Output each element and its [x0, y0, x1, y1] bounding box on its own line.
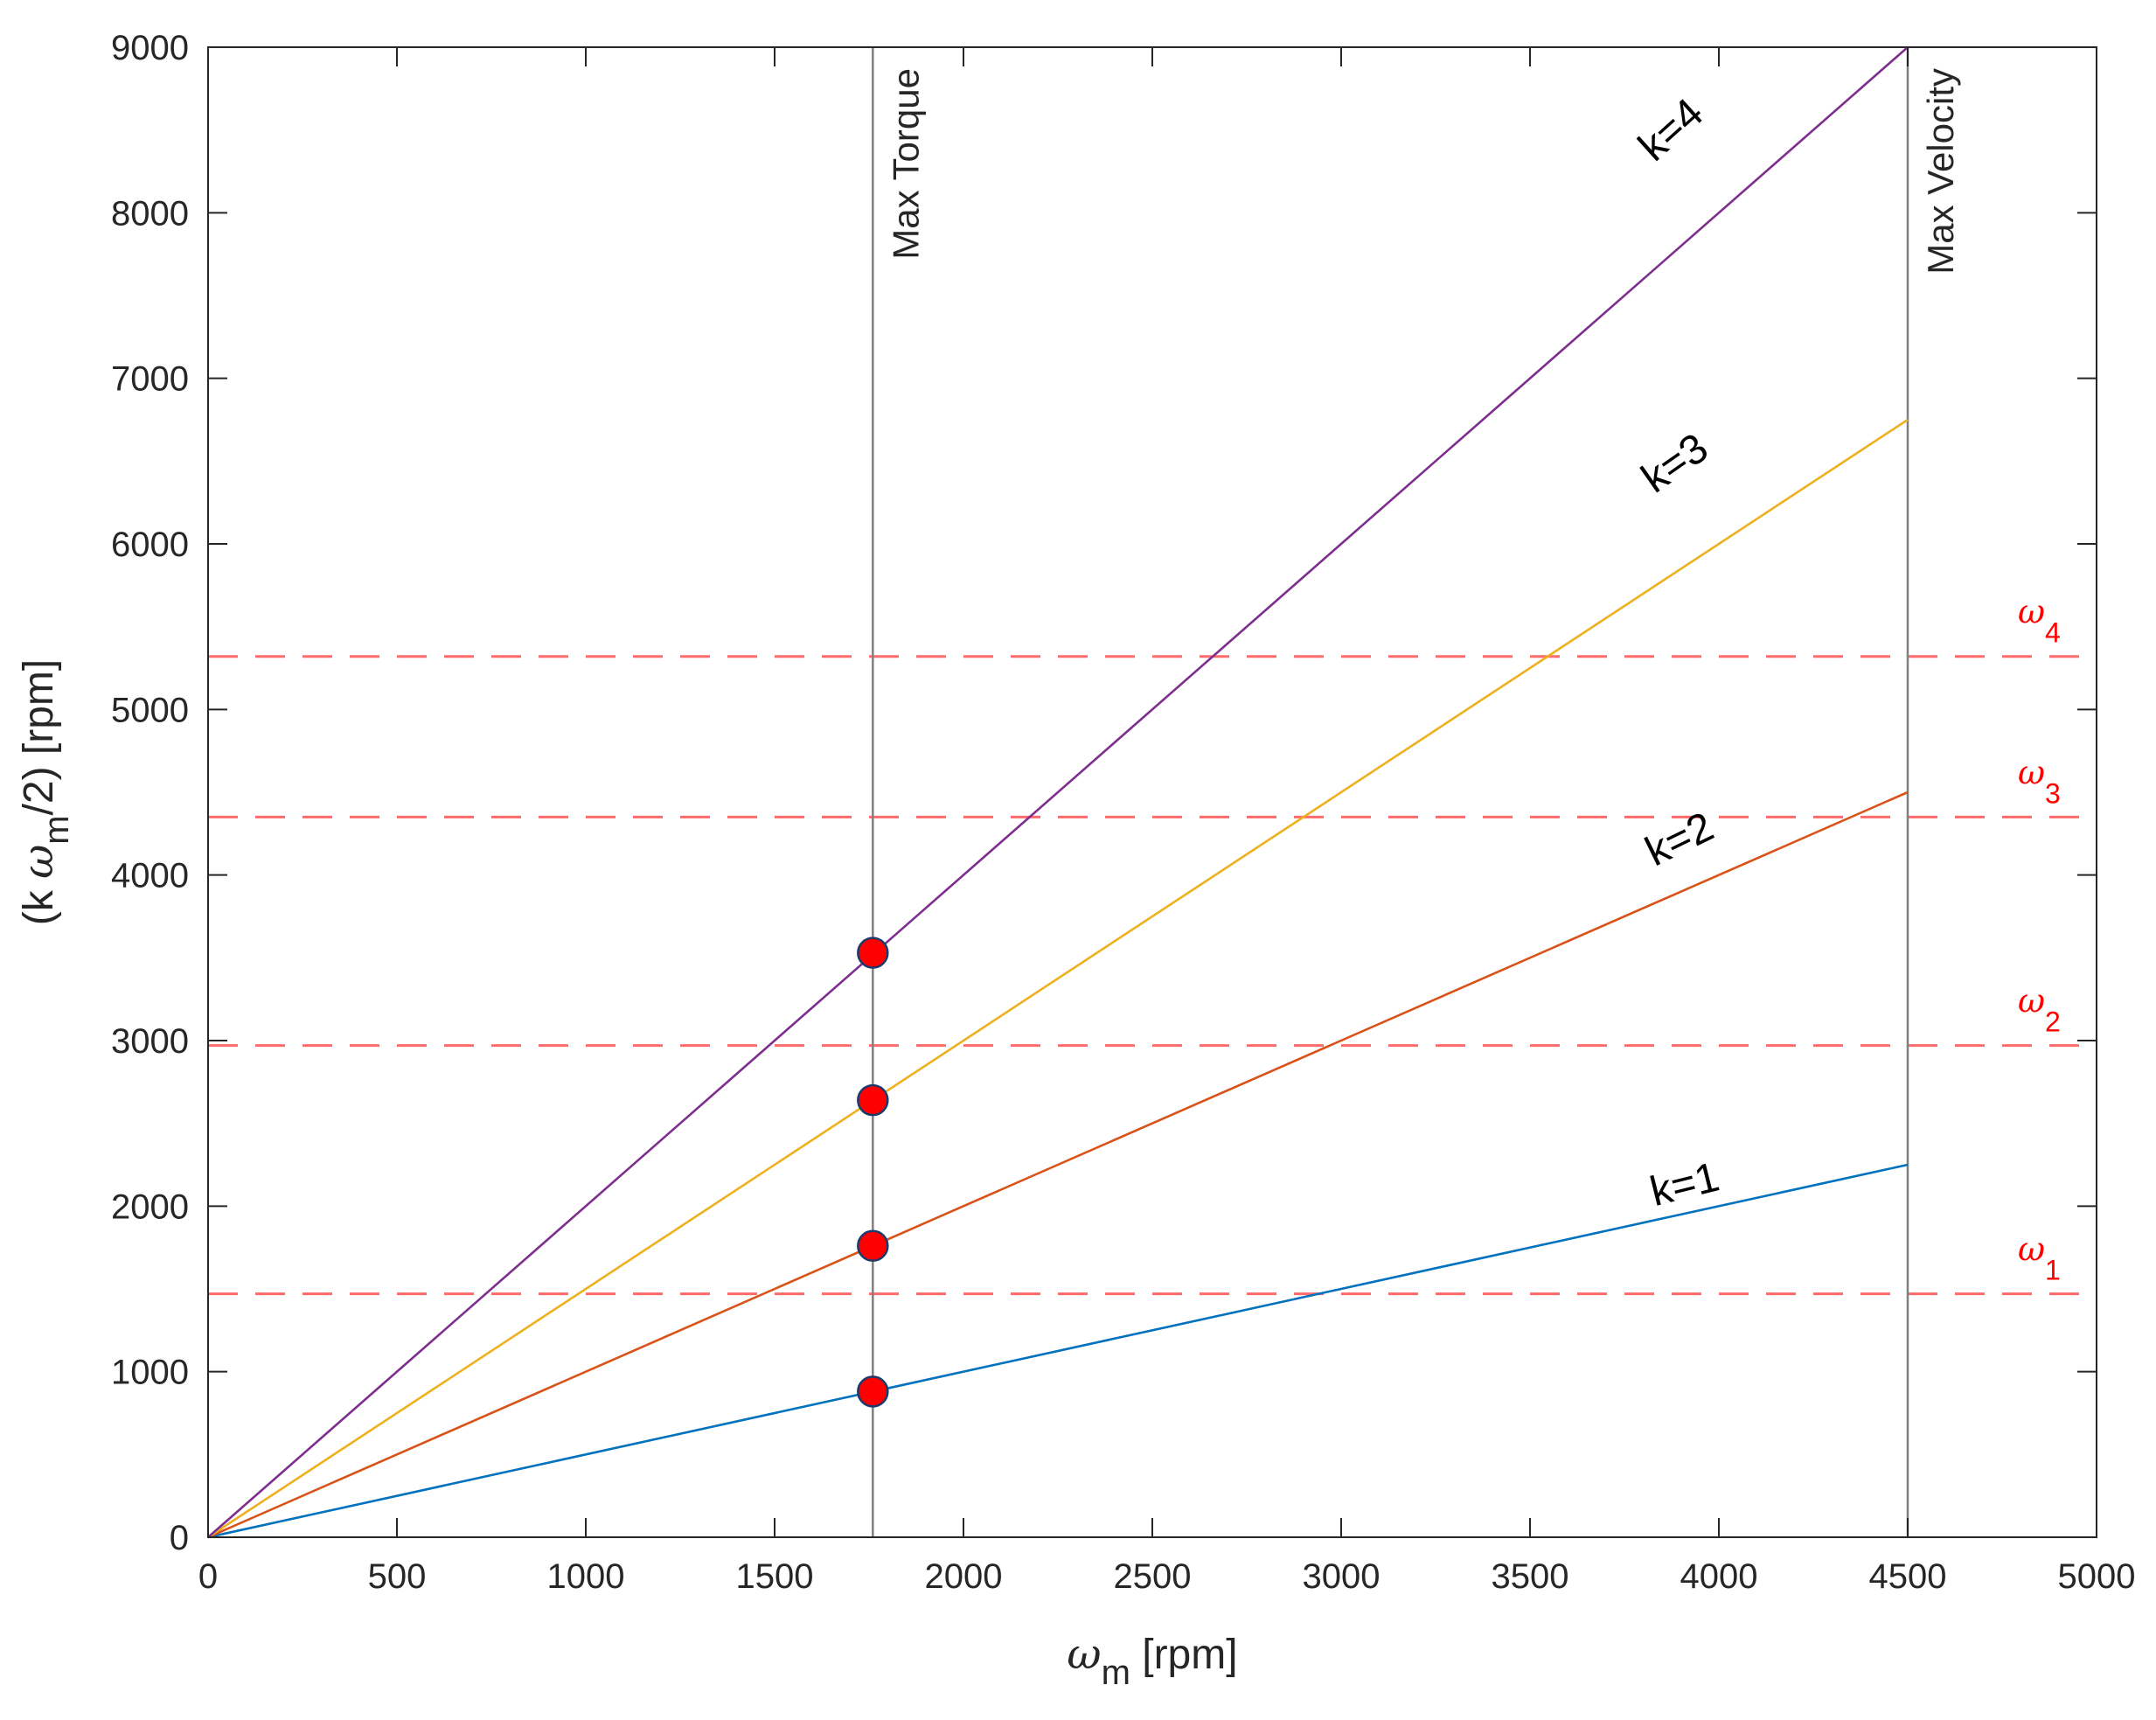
y-tick-label: 6000 — [111, 526, 189, 564]
series-annotation-k4: k=4 — [1630, 90, 1712, 171]
tick-labels: 0 500 1000 1500 2000 2500 3000 3500 4000 4500 5000… — [111, 29, 2135, 1596]
marker-point-1 — [857, 1375, 889, 1408]
horizontal-reference-lines: ω1 ω2 ω3 ω4 — [208, 593, 2097, 1296]
x-tick-label: 2500 — [1114, 1557, 1192, 1596]
y-tick-label: 7000 — [111, 360, 189, 399]
y-tick-label: 0 — [170, 1519, 189, 1557]
y-tick-label: 8000 — [111, 194, 189, 233]
x-tick-label: 0 — [198, 1557, 218, 1596]
omega-label-2: ω2 — [2018, 982, 2061, 1038]
x-tick-label: 2000 — [925, 1557, 1003, 1596]
series-annotation-k1: k=1 — [1645, 1154, 1723, 1215]
vertical-line-label-max-torque: Max Torque — [885, 68, 926, 260]
omega-label-4: ω4 — [2018, 593, 2061, 649]
y-tick-label: 9000 — [111, 29, 189, 67]
x-tick-label: 500 — [368, 1557, 427, 1596]
x-tick-label: 1500 — [736, 1557, 814, 1596]
axis-titles: ωm [rpm] (k ωm/2) [rpm] — [14, 659, 1238, 1692]
series-lines — [207, 46, 1909, 1539]
vertical-line-label-max-velocity: Max Velocity — [1920, 68, 1961, 275]
series-line-k4 — [207, 46, 1909, 1538]
x-tick-label: 4500 — [1869, 1557, 1947, 1596]
y-tick-label: 5000 — [111, 691, 189, 729]
omega-label-1: ω1 — [2018, 1230, 2061, 1286]
omega-label-3: ω3 — [2018, 753, 2061, 809]
y-tick-label: 3000 — [111, 1022, 189, 1061]
marker-point-4 — [857, 937, 889, 969]
series-line-k2 — [207, 790, 1909, 1539]
plot-frame — [207, 46, 2097, 1538]
x-tick-label: 3500 — [1492, 1557, 1569, 1596]
x-tick-label: 3000 — [1303, 1557, 1381, 1596]
series-line-k1 — [207, 1163, 1909, 1539]
x-axis-title: ωm [rpm] — [1067, 1630, 1237, 1692]
marker-points — [857, 937, 889, 1408]
marker-point-2 — [857, 1229, 889, 1263]
x-tick-label: 1000 — [547, 1557, 625, 1596]
x-tick-label: 5000 — [2058, 1557, 2136, 1596]
marker-point-3 — [857, 1083, 889, 1117]
axes-box — [207, 46, 2097, 1538]
series-line-k3 — [207, 418, 1909, 1539]
y-axis-title: (k ωm/2) [rpm] — [14, 659, 76, 925]
y-tick-label: 1000 — [111, 1354, 189, 1392]
y-tick-label: 2000 — [111, 1187, 189, 1226]
series-annotation-k3: k=3 — [1633, 425, 1716, 503]
vertical-reference-lines: Max Torque Max Velocity — [872, 47, 1961, 1537]
x-tick-label: 4000 — [1680, 1557, 1758, 1596]
series-annotation-k2: k=2 — [1638, 804, 1721, 875]
y-tick-label: 4000 — [111, 857, 189, 895]
